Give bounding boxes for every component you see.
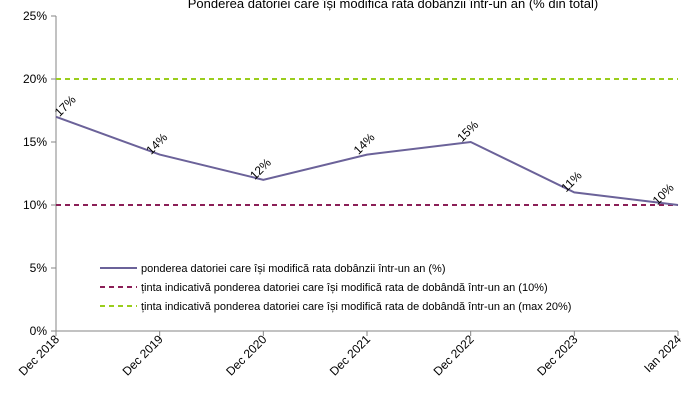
legend: ponderea datoriei care își modifică rata… [100,263,571,313]
x-tick-label: Dec 2018 [16,332,62,378]
x-tick-label: Dec 2021 [327,332,373,378]
data-label: 15% [454,118,481,145]
y-tick-label: 20% [23,72,47,86]
y-tick-label: 15% [23,135,47,149]
x-tick-label: Dec 2023 [534,332,580,378]
y-tick-label: 5% [30,261,48,275]
legend-label-2: ținta indicativă ponderea datoriei care … [141,301,571,313]
series-layer [55,78,679,206]
x-tick-label: Dec 2019 [120,332,166,378]
data-labels: 17%14%12%14% 15%11% 10% [52,92,677,207]
x-tick-label: Dec 2022 [431,332,477,378]
x-tick-label: Dec 2020 [223,332,269,378]
series-line-0 [55,115,679,206]
data-label: 14% [143,130,170,157]
data-label: 11% [558,168,584,194]
legend-label-0: ponderea datoriei care își modifică rata… [141,263,446,275]
y-tick-label: 25% [23,9,47,23]
x-tick-label: Ian 2024 [641,332,684,375]
legend-label-1: ținta indicativă ponderea datoriei care … [141,282,548,294]
y-tick-label: 10% [23,198,47,212]
y-tick-label: 0% [30,324,48,338]
chart-title: Ponderea datoriei care își modifică rata… [188,0,598,11]
